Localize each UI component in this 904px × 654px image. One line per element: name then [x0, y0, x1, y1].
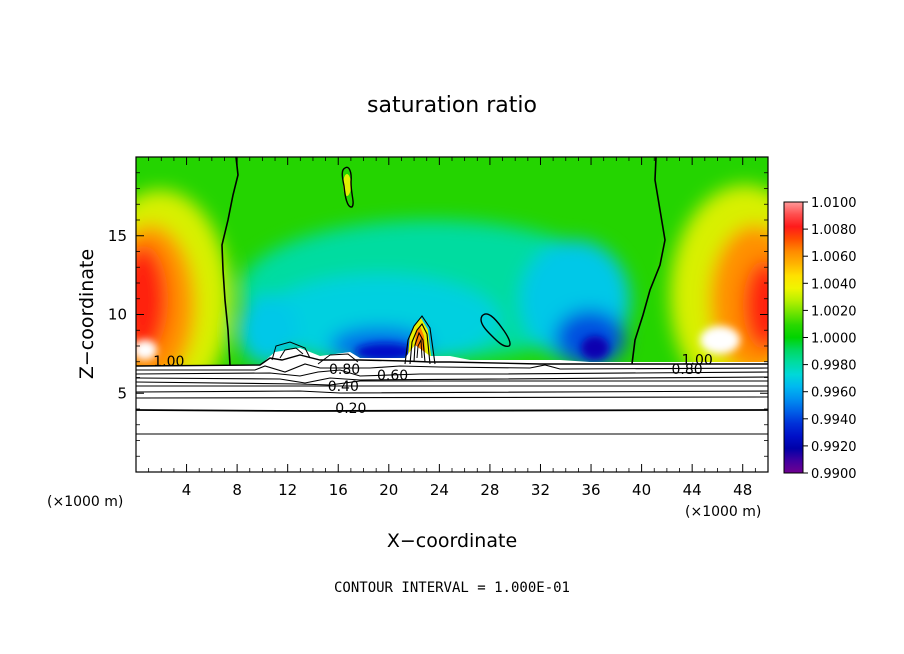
colorbar-fill: [784, 202, 803, 473]
colorbar-label-1: 1.0080: [811, 223, 857, 238]
x-tick-label-20: 20: [379, 481, 398, 499]
contour-base-1.00: [136, 354, 768, 367]
lower-region: [136, 345, 768, 472]
y-tick-label-10: 10: [108, 306, 127, 324]
contour-bump-12a: [271, 341, 311, 361]
y-axis-label: Z−coordinate: [76, 249, 98, 379]
x-tick-label-48: 48: [733, 481, 752, 499]
contour-0.90: [136, 363, 768, 373]
contour-1.00-top-cell: [341, 166, 354, 208]
saturation-field: [136, 157, 768, 410]
colorbar-label-5: 1.0000: [811, 332, 857, 347]
contour-label-1: 0.80: [329, 362, 360, 378]
contour-label-4: 0.20: [335, 401, 366, 417]
y-axis-units: (×1000 m): [47, 494, 123, 510]
contour-0.80: [136, 369, 768, 377]
colorbar-label-10: 0.9900: [811, 467, 857, 482]
contour-labels: 1.00 0.80 0.600.400.201.000.80: [153, 352, 713, 417]
x-tick-label-44: 44: [683, 481, 702, 499]
contour-bump-12b: [279, 347, 304, 359]
contour-label-3: 0.40: [328, 379, 359, 395]
x-tick-label-4: 4: [182, 481, 192, 499]
x-axis-units: (×1000 m): [685, 504, 761, 520]
contour-tower-core: [416, 338, 423, 359]
x-tick-label-28: 28: [480, 481, 499, 499]
chart-title: saturation ratio: [367, 93, 537, 118]
x-tick-label-36: 36: [581, 481, 600, 499]
field-cyan-left: [238, 295, 298, 365]
colorbar-label-0: 1.0100: [811, 196, 857, 211]
y-tick-label-15: 15: [108, 227, 127, 245]
field-center-cyan: [260, 275, 500, 365]
contour-label-0: 1.00: [153, 354, 184, 370]
field-right-red: [743, 260, 768, 350]
contour-tower-outer: [404, 315, 436, 365]
contour-interval-note: CONTOUR INTERVAL = 1.000E-01: [334, 580, 570, 596]
y-axis: 5 10 15: [108, 172, 768, 457]
contour-0.20: [136, 409, 768, 412]
field-white-right: [700, 326, 740, 354]
contour-bump-16: [317, 353, 359, 365]
contour-0.40: [136, 390, 768, 394]
colorbar-ticks: 1.0100 1.0080 1.0060 1.0040 1.0020 1.0000 0.99…: [803, 196, 857, 482]
colorbar-label-9: 0.9920: [811, 440, 857, 455]
contour-0.70: [136, 376, 768, 384]
contour-tower-mid: [409, 323, 431, 365]
colorbar-frame: [783, 201, 804, 474]
field-white-left: [136, 340, 157, 360]
contour-0.30: [136, 396, 768, 399]
contour-label-6: 0.80: [672, 362, 703, 378]
contour-1.00-mid-cell: [480, 313, 511, 347]
contour-label-2: 0.60: [377, 368, 408, 384]
colorbar-label-7: 0.9960: [811, 386, 857, 401]
colorbar-label-2: 1.0060: [811, 250, 857, 265]
x-tick-label-24: 24: [430, 481, 449, 499]
x-tick-label-40: 40: [632, 481, 651, 499]
colorbar-label-8: 0.9940: [811, 413, 857, 428]
x-axis-label: X−coordinate: [387, 530, 517, 552]
x-tick-label-8: 8: [232, 481, 242, 499]
colorbar-label-3: 1.0040: [811, 277, 857, 292]
colorbar-label-4: 1.0020: [811, 304, 857, 319]
colorbar: 1.0100 1.0080 1.0060 1.0040 1.0020 1.0000 0.99…: [783, 196, 857, 482]
contour-1.00-right: [631, 157, 666, 365]
plot-area: 1.00 0.80 0.600.400.201.000.80: [136, 157, 768, 472]
x-tick-label-12: 12: [278, 481, 297, 499]
y-tick-label-5: 5: [117, 384, 127, 402]
colorbar-label-6: 0.9980: [811, 359, 857, 374]
x-axis: 4 8 12 16 20 24 28 32 36 40 44 48: [148, 157, 756, 499]
contour-tower-inner: [413, 331, 426, 363]
contour-1.00-left: [221, 157, 239, 366]
contour-lines: [136, 157, 768, 435]
field-darkblue-right: [581, 336, 609, 360]
contour-0.60: [136, 380, 768, 386]
x-tick-label-16: 16: [329, 481, 348, 499]
contour-label-5: 1.00: [682, 352, 713, 368]
x-tick-label-32: 32: [531, 481, 550, 499]
field-darkblue-left: [355, 343, 415, 361]
field-left-red: [136, 245, 168, 355]
